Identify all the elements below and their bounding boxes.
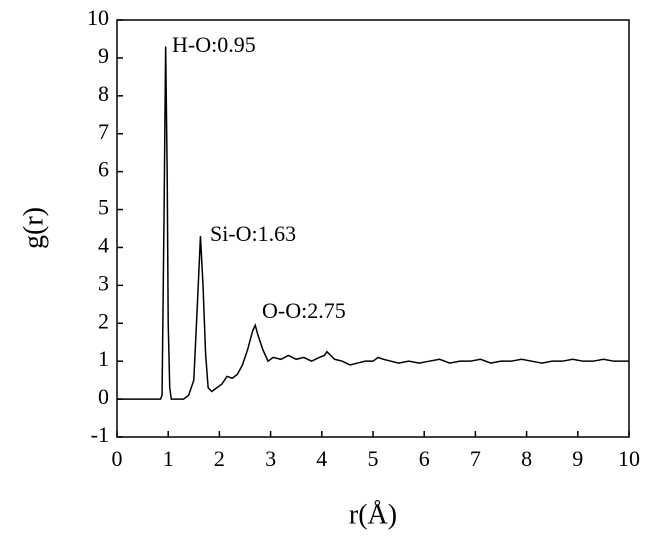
y-tick-label: 2 (98, 308, 109, 333)
y-tick-label: 1 (98, 346, 109, 371)
annotation: H-O:0.95 (172, 32, 256, 57)
y-tick-label: 8 (98, 81, 109, 106)
x-tick-label: 6 (419, 446, 430, 471)
y-tick-label: 10 (87, 5, 109, 30)
x-tick-label: 10 (618, 446, 640, 471)
y-tick-label: 7 (98, 119, 109, 144)
annotation: Si-O:1.63 (210, 221, 296, 246)
x-axis-label: r(Å) (349, 499, 397, 530)
x-tick-label: 2 (214, 446, 225, 471)
x-tick-label: 0 (112, 446, 123, 471)
y-tick-label: -1 (91, 422, 109, 447)
y-tick-label: 5 (98, 195, 109, 220)
x-tick-label: 7 (470, 446, 481, 471)
y-tick-label: 0 (98, 384, 109, 409)
x-tick-label: 3 (265, 446, 276, 471)
y-tick-label: 6 (98, 157, 109, 182)
y-tick-label: 3 (98, 270, 109, 295)
data-line (117, 46, 629, 400)
x-tick-label: 5 (368, 446, 379, 471)
x-tick-label: 8 (521, 446, 532, 471)
x-tick-label: 1 (163, 446, 174, 471)
x-tick-label: 4 (316, 446, 327, 471)
annotation: O-O:2.75 (262, 298, 346, 323)
y-tick-label: 4 (98, 233, 109, 258)
y-axis-label: g(r) (18, 207, 49, 249)
x-tick-label: 9 (572, 446, 583, 471)
y-tick-label: 9 (98, 43, 109, 68)
